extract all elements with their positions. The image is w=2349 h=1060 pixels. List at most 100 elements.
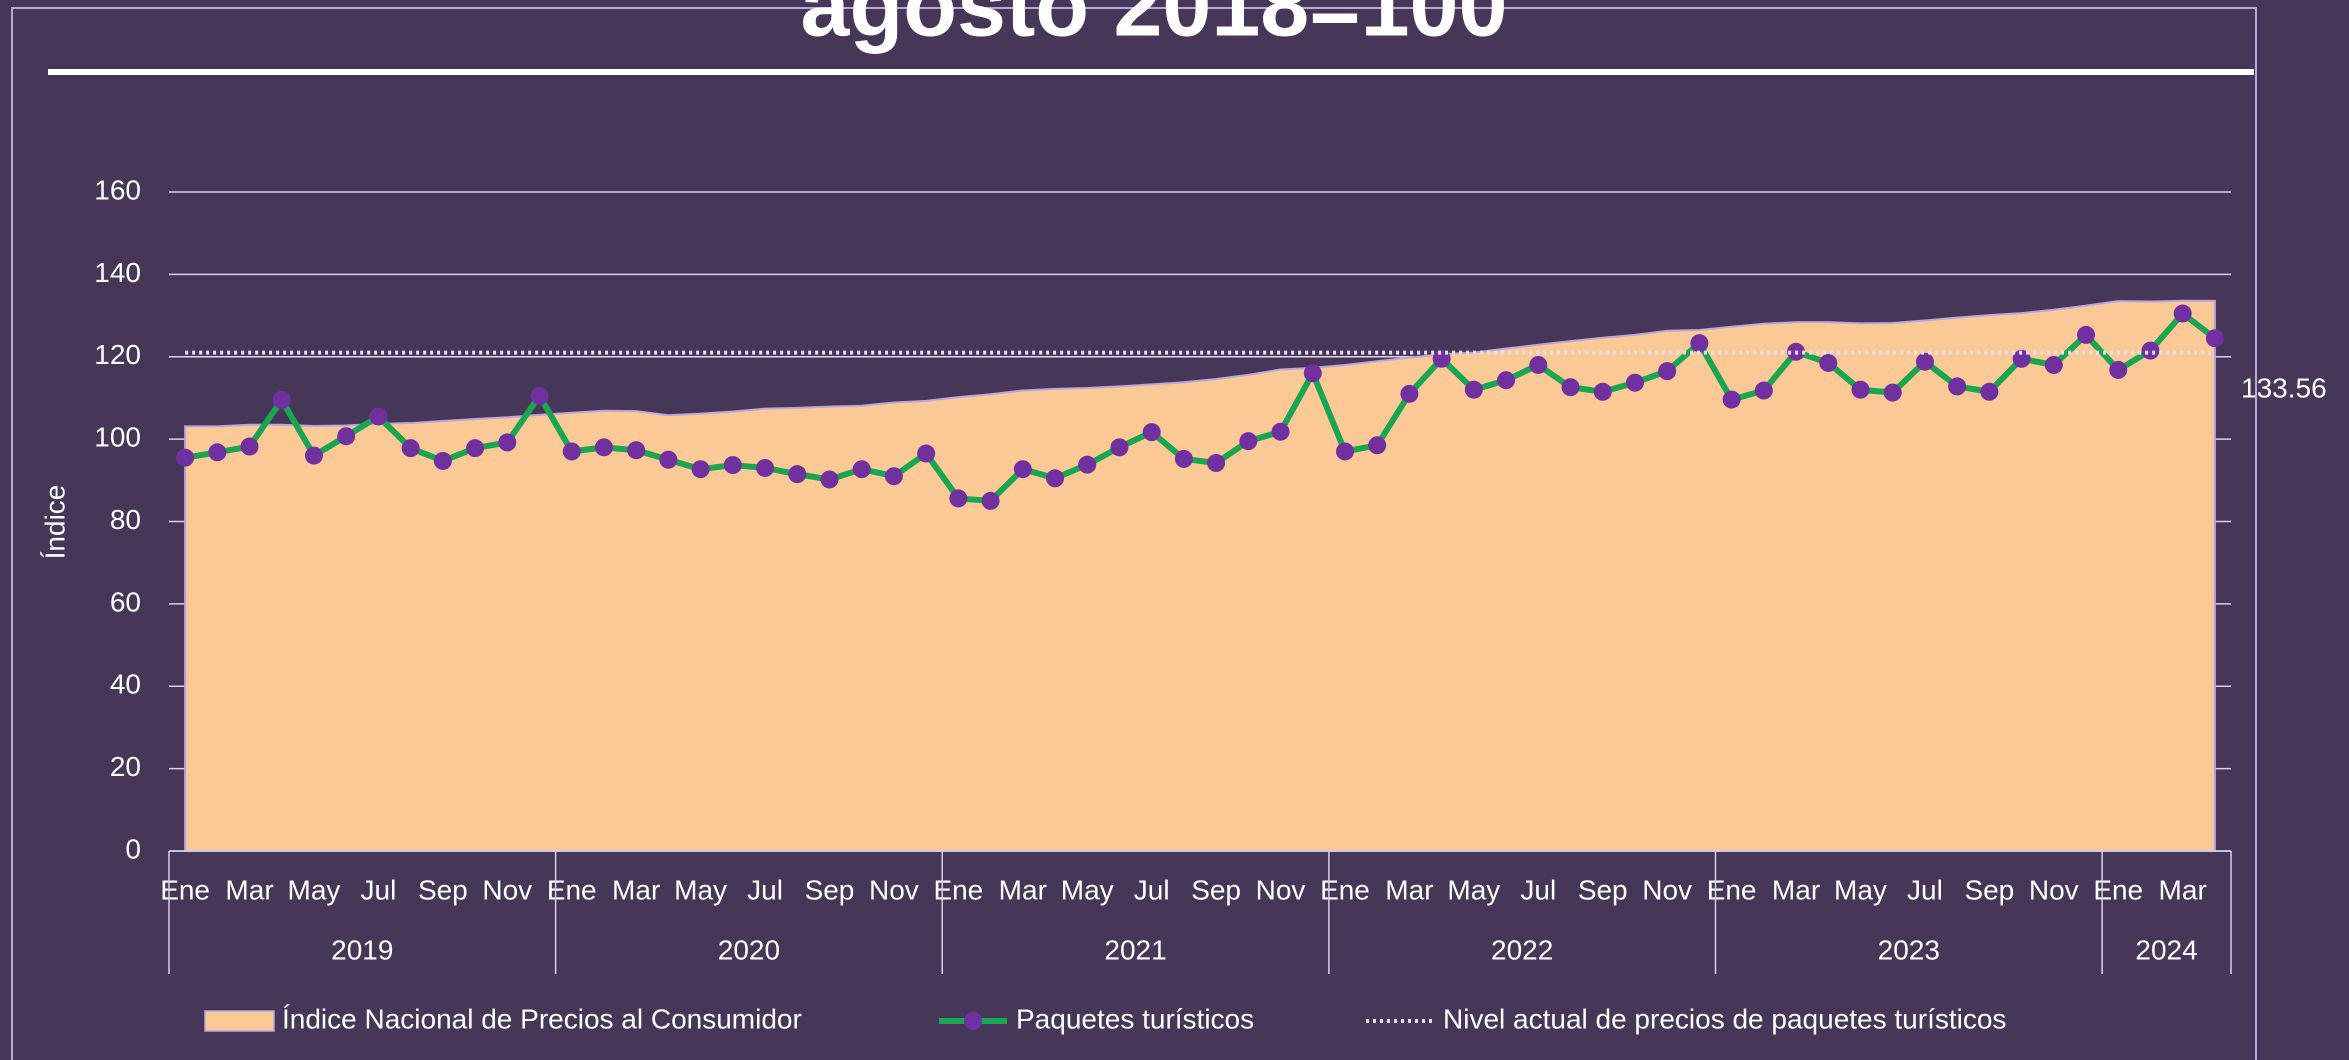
x-tick-label: May — [288, 874, 341, 905]
x-tick-label: Nov — [1642, 874, 1692, 905]
x-tick-label: May — [1061, 874, 1114, 905]
marker — [756, 458, 775, 477]
x-tick-label: Nov — [482, 874, 532, 905]
x-tick-label: Ene — [1320, 874, 1370, 905]
x-tick-label: Nov — [1256, 874, 1306, 905]
marker — [1980, 382, 1999, 401]
x-tick-label: Mar — [1385, 874, 1433, 905]
marker — [1142, 423, 1161, 442]
marker — [498, 433, 517, 452]
x-tick-label: Jul — [747, 874, 783, 905]
marker — [562, 442, 581, 461]
marker — [2141, 341, 2160, 360]
marker — [1271, 422, 1290, 441]
x-tick-label: May — [1834, 874, 1887, 905]
marker — [1529, 355, 1548, 374]
chart-title: agosto 2018=100 — [801, 0, 1508, 54]
y-tick-label: 120 — [94, 339, 141, 370]
marker — [1497, 371, 1516, 390]
legend-label: Paquetes turísticos — [1016, 1003, 1254, 1034]
x-tick-label: Sep — [805, 874, 855, 905]
x-group-label: 2021 — [1104, 934, 1166, 965]
x-tick-label: Ene — [547, 874, 597, 905]
marker — [304, 446, 323, 465]
marker — [1722, 390, 1741, 409]
marker — [1335, 442, 1354, 461]
chart-border — [11, 7, 2257, 1060]
x-group-label: 2022 — [1491, 934, 1553, 965]
x-tick-label: Sep — [418, 874, 468, 905]
y-tick-label: 140 — [94, 257, 141, 288]
marker — [1239, 432, 1258, 451]
marker — [627, 441, 646, 460]
marker — [1046, 469, 1065, 488]
y-tick-label: 60 — [110, 586, 141, 617]
data-label: 133.56 — [2241, 372, 2327, 403]
y-axis-title: Índice — [39, 485, 70, 560]
marker — [1658, 362, 1677, 381]
x-tick-label: Jul — [1134, 874, 1170, 905]
marker — [852, 460, 871, 479]
marker — [337, 427, 356, 446]
marker — [1915, 352, 1934, 371]
marker — [2077, 325, 2096, 344]
marker — [530, 386, 549, 405]
legend-swatch — [204, 1010, 275, 1032]
marker — [369, 407, 388, 426]
x-tick-label: Ene — [2093, 874, 2143, 905]
x-tick-label: Mar — [612, 874, 660, 905]
marker — [1883, 383, 1902, 402]
x-tick-label: Mar — [1772, 874, 1820, 905]
x-tick-label: Jul — [1907, 874, 1943, 905]
x-tick-label: Mar — [2159, 874, 2207, 905]
x-tick-label: Ene — [933, 874, 983, 905]
x-tick-label: Nov — [2029, 874, 2079, 905]
marker — [1561, 378, 1580, 397]
marker — [176, 448, 195, 467]
marker — [1625, 373, 1644, 392]
marker — [691, 460, 710, 479]
x-group-label: 2020 — [718, 934, 780, 965]
marker — [1754, 381, 1773, 400]
marker — [1368, 436, 1387, 455]
marker — [1851, 380, 1870, 399]
x-tick-label: Nov — [869, 874, 919, 905]
marker — [1013, 460, 1032, 479]
x-tick-label: Ene — [1707, 874, 1757, 905]
y-tick-label: 100 — [94, 422, 141, 453]
marker — [1078, 455, 1097, 474]
marker — [2205, 329, 2224, 348]
marker — [1303, 364, 1322, 383]
marker — [1819, 353, 1838, 372]
x-tick-label: Jul — [1520, 874, 1556, 905]
x-tick-label: Sep — [1191, 874, 1241, 905]
marker — [2044, 355, 2063, 374]
marker — [1207, 454, 1226, 473]
x-group-label: 2024 — [2135, 934, 2197, 965]
y-tick-label: 40 — [110, 669, 141, 700]
y-tick-label: 80 — [110, 504, 141, 535]
y-tick-label: 0 — [125, 833, 141, 864]
marker — [1948, 377, 1967, 396]
marker — [1174, 449, 1193, 468]
marker — [1690, 334, 1709, 353]
marker — [788, 465, 807, 484]
marker — [272, 390, 291, 409]
x-tick-label: Jul — [361, 874, 397, 905]
marker — [2173, 304, 2192, 323]
marker — [466, 439, 485, 458]
marker — [1593, 382, 1612, 401]
x-group-label: 2019 — [331, 934, 393, 965]
x-tick-label: Sep — [1964, 874, 2014, 905]
marker — [208, 443, 227, 462]
x-tick-label: Mar — [225, 874, 273, 905]
marker — [2109, 360, 2128, 379]
x-tick-label: Mar — [999, 874, 1047, 905]
marker — [981, 491, 1000, 510]
x-tick-label: May — [674, 874, 727, 905]
marker — [1464, 380, 1483, 399]
marker — [240, 437, 259, 456]
marker — [820, 470, 839, 489]
